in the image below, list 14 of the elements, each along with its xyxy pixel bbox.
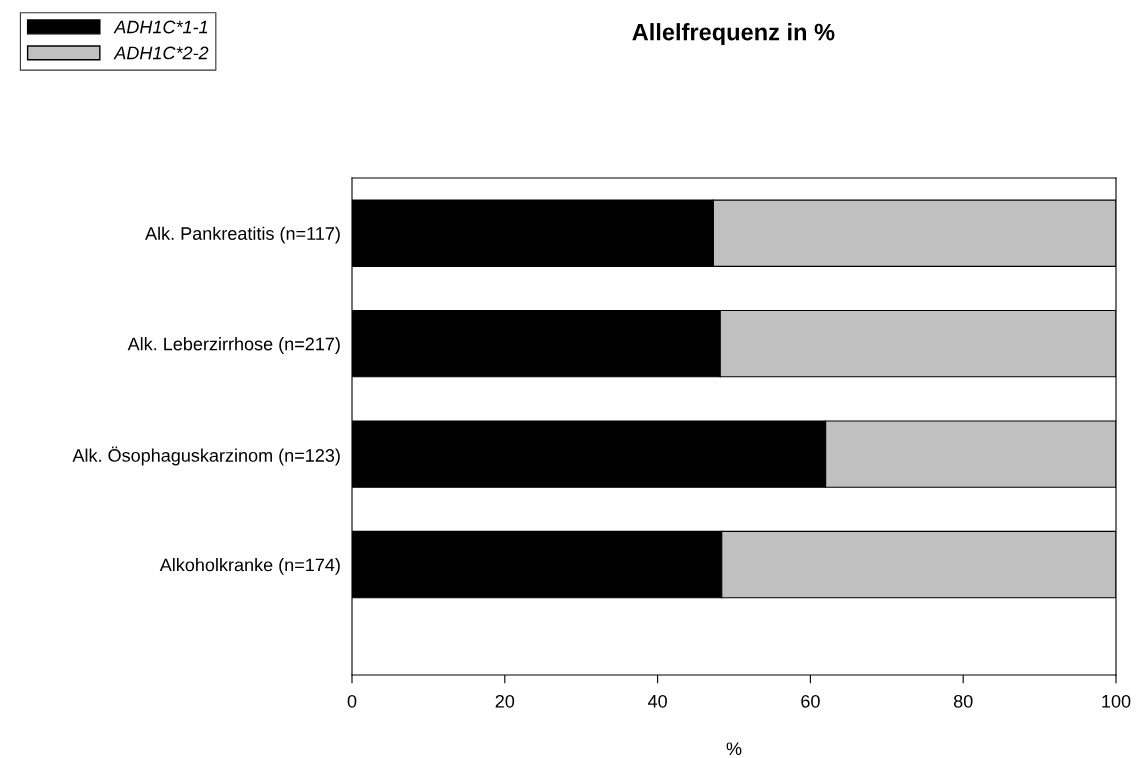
x-tick-label: 60 xyxy=(801,694,820,708)
y-tick-label: Alk. Ösophaguskarzinom (n=123) xyxy=(72,446,340,466)
chart-title: Allelfrequenz in % xyxy=(632,23,835,46)
x-axis-title: % xyxy=(726,742,742,756)
y-tick-label: Alkoholkranke (n=174) xyxy=(159,558,340,575)
x-tick-label: 40 xyxy=(647,694,667,708)
legend-label: ADH1C*2-2 xyxy=(113,46,209,60)
legend-label: ADH1C*1-1 xyxy=(113,20,208,34)
y-tick-label: Alk. Leberzirrhose (n=217) xyxy=(127,337,340,354)
x-tick-label: 20 xyxy=(495,694,515,708)
x-tick-label: 80 xyxy=(953,694,973,708)
y-tick-label: Alk. Pankreatitis (n=117) xyxy=(145,226,340,244)
x-tick-label: 0 xyxy=(347,694,357,708)
x-tick-label: 100 xyxy=(1102,694,1131,708)
